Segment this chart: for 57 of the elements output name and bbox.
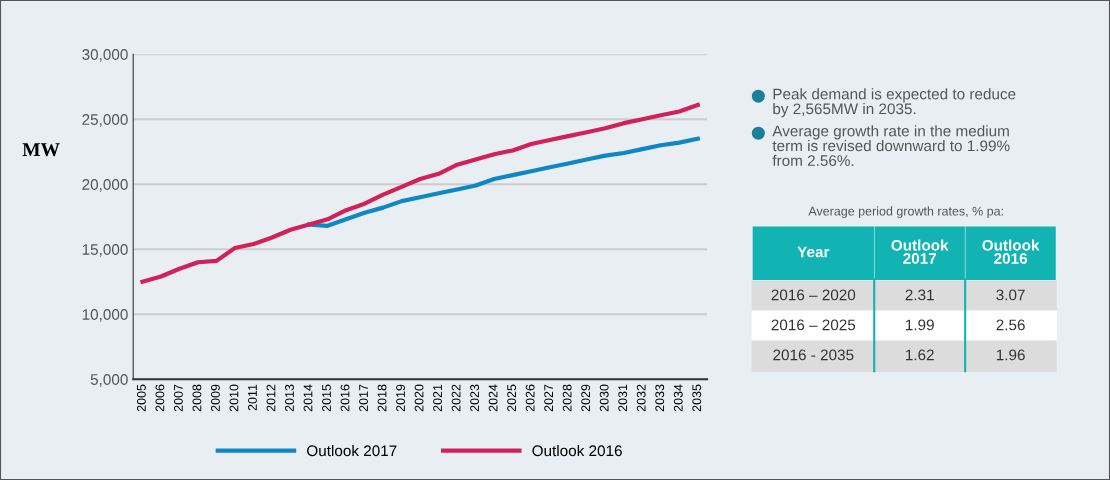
x-tick-label: 2014: [303, 384, 313, 412]
category-label: Outlook 2017: [891, 239, 949, 264]
text: 1.99: [905, 319, 934, 331]
text: Year: [797, 246, 830, 258]
x-tick-label: 2035: [692, 384, 702, 412]
category-label: 2016 – 2020: [771, 289, 856, 301]
text: 1.96: [996, 349, 1025, 361]
text: 2.31: [905, 289, 934, 301]
legend-label: Outlook 2017: [307, 444, 397, 457]
line-series: [306, 136, 700, 228]
x-tick-label: 2029: [581, 384, 591, 412]
x-tick-label: 2023: [470, 384, 480, 412]
x-tick-label: 2034: [673, 384, 683, 412]
x-tick-label: 2033: [655, 384, 665, 412]
x-tick-label: 2025: [507, 384, 517, 412]
y-tick-label: 20,000: [82, 179, 128, 192]
x-tick-label: 2027: [544, 384, 554, 412]
x-tick-label: 2022: [451, 384, 461, 412]
text: Average period growth rates, % pa:: [808, 206, 1003, 219]
category-label: 2016 - 2035: [773, 349, 854, 361]
text: Peak demand is expected to reduce by 2,565MW in 2035.: [773, 88, 1016, 118]
x-tick-label: 2012: [266, 384, 276, 412]
x-tick-label: 2013: [285, 384, 294, 412]
x-tick-label: 2031: [618, 384, 628, 412]
y-axis-title: MW: [22, 143, 60, 157]
category-label: 2016 – 2025: [771, 319, 856, 331]
text: 2.56: [996, 319, 1025, 331]
x-tick-label: 2032: [636, 384, 646, 412]
text: 3.07: [996, 289, 1025, 301]
y-tick-label: 25,000: [82, 114, 128, 127]
text: 1.62: [905, 349, 934, 361]
x-tick-label: 2007: [173, 384, 183, 412]
x-tick-label: 2030: [599, 384, 609, 412]
text: Average growth rate in the medium term is revised downward to 1.99% from 2.56%.: [772, 125, 1010, 167]
category-label: Outlook 2016: [982, 239, 1040, 264]
x-tick-label: 2019: [396, 384, 405, 412]
y-tick-label: 15,000: [82, 244, 128, 257]
y-tick-label: 30,000: [82, 49, 128, 62]
x-tick-label: 2024: [488, 384, 498, 412]
x-tick-label: 2026: [525, 384, 535, 412]
line-series: [140, 102, 700, 284]
x-tick-label: 2017: [359, 384, 368, 412]
x-tick-label: 2021: [433, 384, 442, 412]
y-tick-label: 5,000: [90, 374, 128, 387]
x-tick-label: 2028: [562, 384, 572, 412]
x-tick-label: 2011: [248, 384, 257, 411]
x-tick-label: 2016: [340, 384, 350, 412]
x-tick-label: 2005: [136, 384, 146, 412]
y-tick-label: 10,000: [82, 309, 128, 322]
x-tick-label: 2015: [322, 384, 331, 412]
x-tick-label: 2010: [229, 384, 239, 412]
x-tick-label: 2006: [155, 384, 165, 412]
x-tick-label: 2009: [211, 384, 220, 412]
x-tick-label: 2018: [377, 384, 387, 412]
x-tick-label: 2008: [192, 384, 202, 412]
x-tick-label: 2020: [414, 384, 424, 412]
legend-label: Outlook 2016: [532, 444, 622, 457]
